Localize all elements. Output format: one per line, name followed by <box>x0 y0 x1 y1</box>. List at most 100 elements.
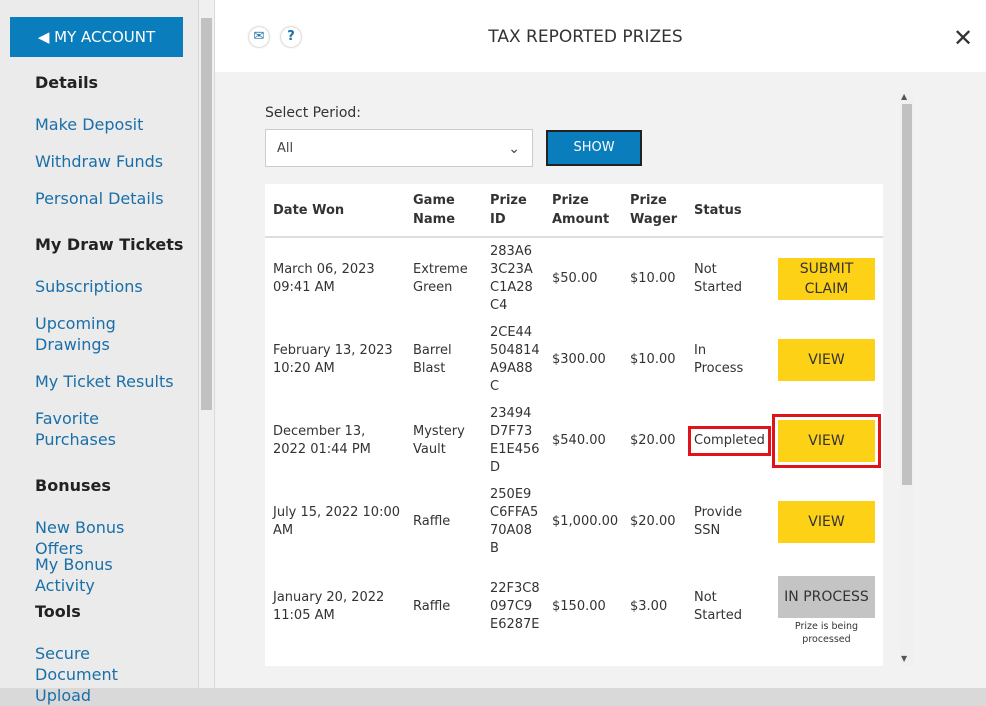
action-cell: VIEW <box>770 481 883 562</box>
prize-wager-cell: $10.00 <box>622 237 686 319</box>
period-label: Select Period: <box>265 105 362 121</box>
status-cell: Not Started <box>686 562 770 651</box>
close-button[interactable]: ✕ <box>953 24 974 52</box>
header-row: Date Won Game Name Prize ID Prize Amount Pri… <box>265 184 883 238</box>
action-cell: VIEW <box>770 400 883 481</box>
my-account-button[interactable]: ◀ MY ACCOUNT <box>10 17 183 57</box>
prize-amount-cell: $150.00 <box>544 562 622 651</box>
prize-row: January 20, 2022 11:05 AM Raffle 22F3C8097… <box>265 562 883 651</box>
scroll-up[interactable]: ▲ <box>901 92 908 101</box>
status: Not Started <box>694 589 743 623</box>
status-cell: Provide SSN <box>686 481 770 562</box>
prize-wager-cell: $3.00 <box>622 562 686 651</box>
period-select[interactable]: All ⌄ <box>265 129 533 167</box>
prize-amount: $50.00 <box>552 270 598 286</box>
prize-amount-cell: $300.00 <box>544 319 622 400</box>
prize-row: March 06, 2023 09:41 AM Extreme Green 283A… <box>265 237 883 319</box>
prize-wager: $20.00 <box>630 432 676 448</box>
nav-link[interactable]: My Bonus Activity <box>35 555 113 595</box>
column-header: Prize Wager <box>622 184 686 238</box>
game-name-cell: Extreme Green <box>405 237 482 319</box>
status-cell: In Process <box>686 319 770 400</box>
column-header: Status <box>686 184 770 238</box>
nav-link[interactable]: Upcoming Drawings <box>35 314 116 354</box>
action-button[interactable]: VIEW <box>772 413 881 468</box>
date-won: February 13, 2023 10:20 AM <box>273 342 393 376</box>
prize-id-cell: 23494D7F73E1E456D <box>482 400 544 481</box>
prize-amount: $300.00 <box>552 351 606 367</box>
prize-row: February 13, 2023 10:20 AM Barrel Blast 2C… <box>265 319 883 400</box>
chevron: ⌄ <box>508 141 520 157</box>
action-button[interactable]: SUBMIT CLAIM <box>778 257 875 300</box>
prize-amount: $150.00 <box>552 598 606 614</box>
action-cell: VIEW <box>770 319 883 400</box>
status-cell: Not Started <box>686 237 770 319</box>
my-account-label: MY ACCOUNT <box>54 28 156 46</box>
prize-id: 23494D7F73E1E456D <box>490 405 540 475</box>
game-name-cell: Raffle <box>405 481 482 562</box>
section-heading: Bonuses <box>35 476 111 495</box>
prize-wager-cell: $10.00 <box>622 319 686 400</box>
action-button[interactable]: VIEW <box>778 338 875 381</box>
date-won: January 20, 2022 11:05 AM <box>273 589 385 623</box>
action-cell: SUBMIT CLAIM <box>770 237 883 319</box>
column-header: Prize ID <box>482 184 544 238</box>
status: In Process <box>694 342 744 376</box>
prizes-table: Date Won Game Name Prize ID Prize Amount Pri… <box>265 184 883 651</box>
scrollbar-thumb[interactable] <box>902 104 912 485</box>
date-won-cell: December 13, 2022 01:44 PM <box>265 400 405 481</box>
date-won-cell: February 13, 2023 10:20 AM <box>265 319 405 400</box>
game-name-cell: Barrel Blast <box>405 319 482 400</box>
action-cell: IN PROCESS Prize is being processed <box>770 562 883 651</box>
nav-link[interactable]: New Bonus Offers <box>35 518 125 558</box>
game-name: Mystery Vault <box>413 423 465 457</box>
date-won-cell: July 15, 2022 10:00 AM <box>265 481 405 562</box>
game-name-cell: Raffle <box>405 562 482 651</box>
prize-wager: $10.00 <box>630 270 676 286</box>
game-name: Extreme Green <box>413 261 468 295</box>
status-cell: Completed <box>686 400 771 481</box>
modal: ✉ ? TAX REPORTED PRIZES ✕ Select Period:… <box>215 0 986 688</box>
game-name: Raffle <box>413 513 451 529</box>
date-won: December 13, 2022 01:44 PM <box>273 423 371 457</box>
action-button[interactable]: IN PROCESS <box>778 575 875 618</box>
prize-id: 2CE44504814A9A88C <box>490 324 540 394</box>
nav-link[interactable]: Subscriptions <box>35 277 143 296</box>
nav-link[interactable]: Personal Details <box>35 189 164 208</box>
action-button[interactable]: VIEW <box>778 500 875 543</box>
prize-id-cell: 2CE44504814A9A88C <box>482 319 544 400</box>
action-note: Prize is being processed <box>794 620 859 645</box>
status: Not Started <box>694 261 743 295</box>
scroll-down[interactable]: ▼ <box>901 654 908 663</box>
prizes-panel: Date Won Game Name Prize ID Prize Amount Pri… <box>265 184 883 666</box>
section-heading: Details <box>35 73 99 92</box>
date-won-cell: March 06, 2023 09:41 AM <box>265 237 405 319</box>
nav-link[interactable]: Secure Document Upload <box>35 644 118 705</box>
nav-link[interactable]: Withdraw Funds <box>35 152 164 171</box>
date-won: July 15, 2022 10:00 AM <box>273 504 400 538</box>
prize-id-cell: 22F3C8097C9E6287E <box>482 562 544 651</box>
show-button[interactable]: SHOW <box>546 130 642 166</box>
status: Provide SSN <box>694 504 743 538</box>
prize-row: December 13, 2022 01:44 PM Mystery Vault 2… <box>265 400 883 481</box>
prize-wager: $3.00 <box>630 598 668 614</box>
help-icon[interactable]: ? <box>281 27 301 47</box>
scrollbar-thumb[interactable] <box>201 18 212 410</box>
status: Completed <box>688 425 771 456</box>
prize-wager-cell: $20.00 <box>622 400 686 481</box>
sidebar: ◀ MY ACCOUNT Details Make Deposit Withdraw… <box>0 0 198 705</box>
nav-link[interactable]: Favorite Purchases <box>35 409 116 449</box>
prize-id: 283A63C23AC1A28C4 <box>490 243 533 313</box>
prize-wager: $20.00 <box>630 513 676 529</box>
prize-row: July 15, 2022 10:00 AM Raffle 250E9C6FFA57… <box>265 481 883 562</box>
prize-wager: $10.00 <box>630 351 676 367</box>
column-header-empty <box>770 184 883 238</box>
chat-icon[interactable]: ✉ <box>249 27 269 47</box>
prize-amount-cell: $50.00 <box>544 237 622 319</box>
column-header: Date Won <box>265 184 405 238</box>
nav-link[interactable]: My Ticket Results <box>35 372 174 391</box>
nav-link[interactable]: Make Deposit <box>35 115 144 134</box>
prize-id-cell: 250E9C6FFA570A08B <box>482 481 544 562</box>
game-name: Barrel Blast <box>413 342 452 376</box>
